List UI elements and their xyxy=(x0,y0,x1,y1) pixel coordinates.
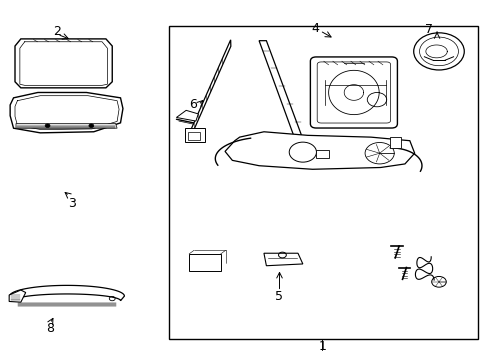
Bar xyxy=(185,129,204,142)
Circle shape xyxy=(45,124,50,127)
Polygon shape xyxy=(15,39,112,88)
Polygon shape xyxy=(224,132,414,169)
Circle shape xyxy=(89,124,94,127)
Text: 6: 6 xyxy=(189,99,197,112)
Polygon shape xyxy=(259,41,302,141)
Polygon shape xyxy=(9,290,26,302)
Text: 1: 1 xyxy=(318,340,325,353)
Bar xyxy=(389,137,400,148)
Text: 2: 2 xyxy=(53,25,61,38)
Bar xyxy=(169,26,477,339)
Polygon shape xyxy=(10,285,124,301)
Polygon shape xyxy=(190,40,230,138)
Polygon shape xyxy=(10,93,122,133)
Text: 3: 3 xyxy=(68,197,76,210)
Text: 7: 7 xyxy=(425,23,432,36)
Bar xyxy=(316,150,328,158)
FancyBboxPatch shape xyxy=(310,57,397,128)
Polygon shape xyxy=(176,111,198,121)
FancyBboxPatch shape xyxy=(317,62,390,123)
Text: 4: 4 xyxy=(310,22,318,35)
Bar xyxy=(189,254,220,271)
Text: 5: 5 xyxy=(274,289,282,303)
Polygon shape xyxy=(16,123,117,128)
Polygon shape xyxy=(264,253,302,266)
Text: 8: 8 xyxy=(46,322,54,335)
Bar xyxy=(187,131,200,140)
